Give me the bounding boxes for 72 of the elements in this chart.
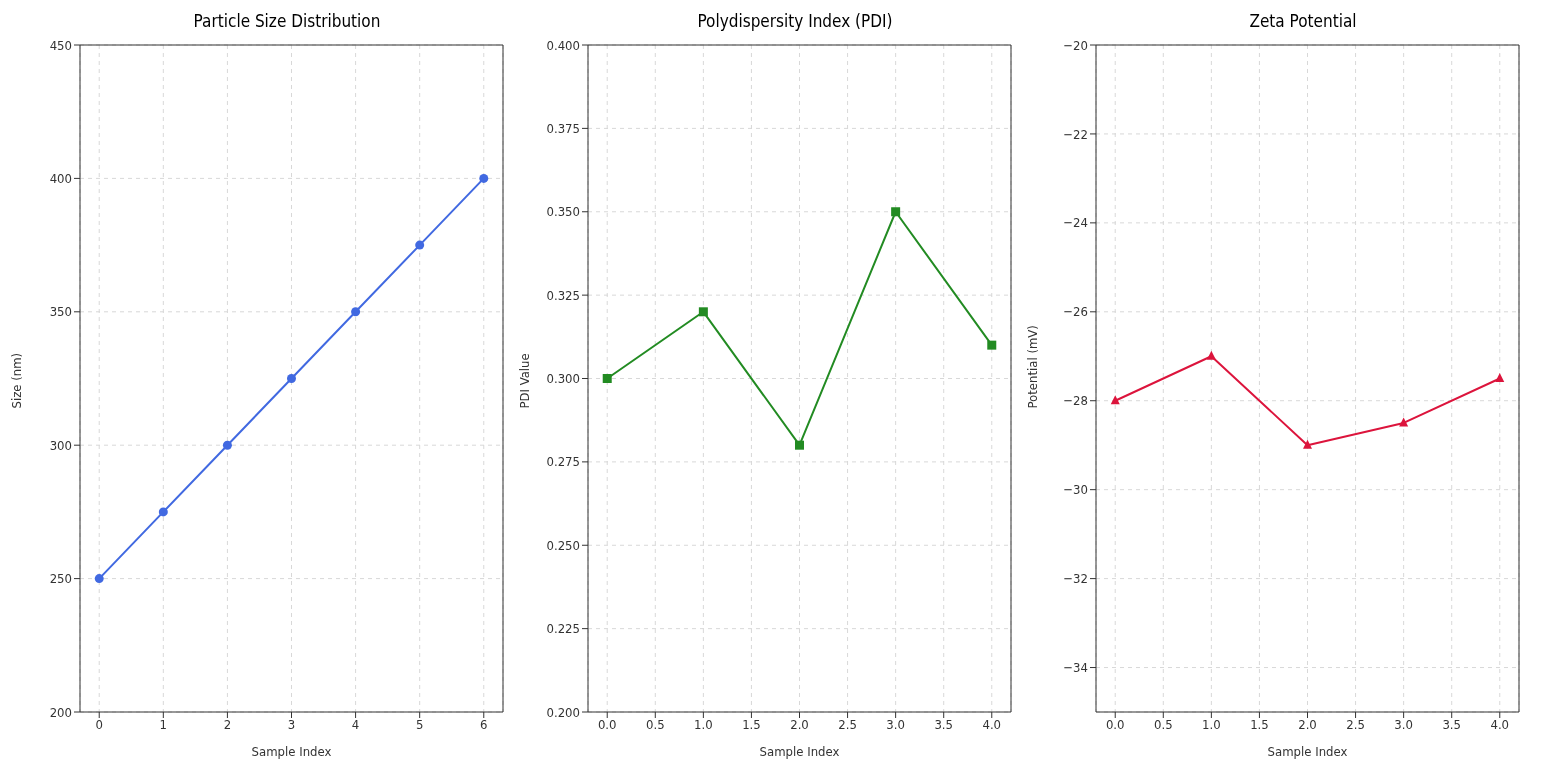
y-tick-label: −34: [1063, 660, 1088, 676]
x-tick-label: 0: [95, 717, 103, 733]
point: [602, 374, 612, 383]
x-tick-label: 2.0: [1298, 717, 1317, 733]
point: [479, 173, 489, 183]
x-tick-label: 2.5: [838, 717, 857, 733]
x-tick-label: 0.5: [1154, 717, 1173, 733]
point: [891, 207, 901, 217]
y-tick-label: −32: [1063, 571, 1088, 587]
x-tick-label: 6: [480, 717, 488, 733]
point: [94, 574, 104, 584]
x-tick-label: 2.0: [790, 717, 809, 733]
y-axis-title: PDI Value: [516, 353, 532, 409]
y-tick-label: −30: [1063, 482, 1088, 498]
point: [287, 374, 296, 383]
chart-title: Zeta Potential: [1248, 10, 1358, 33]
y-tick-label: −26: [1063, 304, 1088, 320]
x-tick-label: 1.5: [1250, 717, 1269, 733]
y-tick-label: −28: [1063, 393, 1088, 409]
y-tick-label: 400: [49, 171, 72, 187]
y-tick-label: 450: [49, 37, 72, 53]
y-tick-label: 0.350: [546, 204, 580, 220]
x-tick-label: 4.0: [1490, 717, 1510, 733]
x-tick-label: 0.0: [597, 717, 617, 733]
y-tick-label: 250: [49, 571, 72, 587]
y-tick-label: 0.225: [546, 621, 580, 637]
y-tick-label: 0.300: [546, 371, 580, 387]
y-axis-title: Potential (mV): [1024, 325, 1040, 409]
x-tick-label: 4.0: [982, 717, 1002, 733]
x-tick-label: 5: [415, 717, 424, 733]
x-axis-title: Sample Index: [251, 744, 332, 759]
x-tick-label: 1.0: [1202, 717, 1221, 733]
y-tick-label: 200: [49, 704, 72, 720]
x-tick-label: 1.5: [742, 717, 761, 733]
chart-title: Particle Size Distribution: [192, 10, 382, 33]
chart-title: Polydispersity Index (PDI): [696, 10, 894, 33]
x-axis-title: Sample Index: [759, 744, 840, 759]
x-tick-label: 3.0: [1394, 717, 1413, 733]
y-axis-title: Size (nm): [8, 352, 24, 409]
y-tick-label: 350: [49, 304, 72, 320]
point: [351, 307, 361, 317]
point: [1495, 373, 1505, 382]
y-tick-label: −24: [1063, 215, 1088, 231]
point: [795, 440, 804, 450]
point: [987, 340, 997, 350]
x-tick-label: 3: [287, 717, 296, 733]
x-tick-label: 3.0: [886, 717, 905, 733]
x-tick-label: 0.0: [1105, 717, 1125, 733]
point: [1206, 350, 1216, 360]
y-tick-label: 0.375: [546, 120, 580, 136]
x-tick-label: 1: [159, 717, 168, 733]
x-tick-label: 3.5: [934, 717, 953, 733]
x-tick-label: 0.5: [646, 717, 665, 733]
y-tick-label: 0.400: [546, 37, 580, 53]
point: [222, 440, 232, 450]
x-tick-label: 4: [351, 717, 360, 733]
point: [158, 507, 168, 517]
x-tick-label: 2.5: [1346, 717, 1365, 733]
point: [698, 307, 708, 317]
y-tick-label: 0.250: [546, 537, 580, 553]
x-tick-label: 3.5: [1442, 717, 1461, 733]
y-tick-label: −20: [1063, 37, 1088, 53]
point: [415, 240, 425, 250]
y-tick-label: 0.200: [546, 704, 580, 720]
y-tick-label: −22: [1063, 126, 1088, 142]
y-tick-label: 0.325: [546, 287, 580, 303]
point: [1303, 439, 1312, 449]
x-tick-label: 1.0: [694, 717, 713, 733]
y-tick-label: 300: [49, 437, 72, 453]
x-axis-title: Sample Index: [1267, 744, 1348, 759]
y-tick-label: 0.275: [546, 454, 580, 470]
x-tick-label: 2: [223, 717, 232, 733]
